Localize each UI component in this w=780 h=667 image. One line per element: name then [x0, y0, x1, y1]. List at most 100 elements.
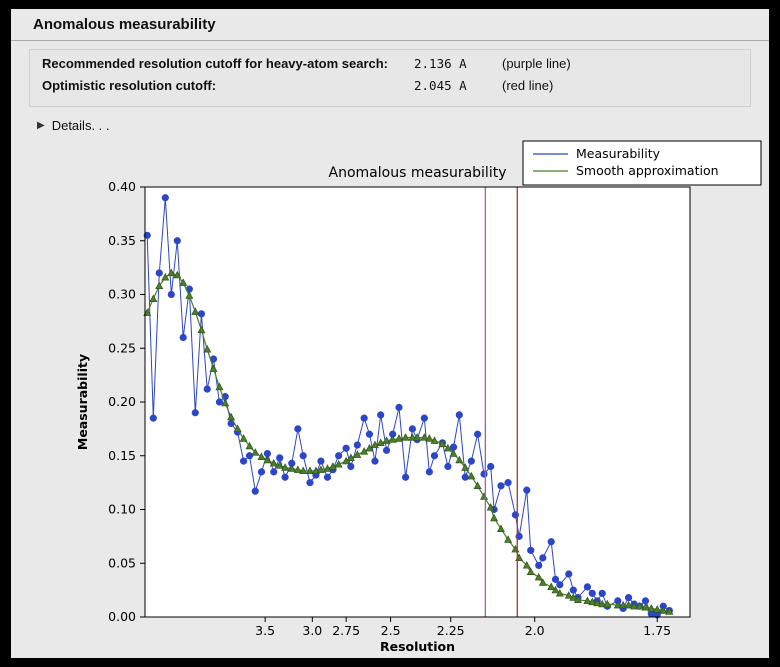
- details-disclosure[interactable]: ▶ Details. . .: [37, 115, 769, 135]
- data-point-triangle: [167, 268, 176, 277]
- data-point-triangle: [173, 270, 182, 279]
- data-point-circle: [461, 473, 469, 481]
- data-point-circle: [173, 237, 181, 245]
- data-point-triangle: [334, 460, 343, 468]
- data-point-circle: [317, 457, 325, 465]
- chart-title: Anomalous measurability: [329, 165, 507, 181]
- data-point-circle: [455, 411, 463, 419]
- data-point-circle: [347, 462, 355, 471]
- y-tick-label: 0.15: [108, 448, 136, 463]
- chart-figure: 3.5 3.0 2.75 2.5 2.25 2.0 1.75 0.00 0.05 0.10 0.15…: [30, 137, 769, 657]
- data-point-circle: [299, 452, 307, 460]
- data-point-triangle: [413, 433, 422, 441]
- optimistic-cutoff-label: Optimistic resolution cutoff:: [42, 78, 217, 93]
- data-point-triangle: [149, 294, 158, 302]
- data-point-circle: [401, 473, 410, 481]
- data-point-circle: [371, 457, 379, 465]
- data-point-triangle: [551, 585, 560, 594]
- data-point-triangle: [653, 605, 662, 613]
- data-point-triangle: [293, 465, 302, 473]
- data-point-triangle: [564, 591, 573, 599]
- disclosure-triangle-icon: ▶: [37, 119, 45, 131]
- data-point-triangle: [647, 604, 656, 612]
- x-tick-label: 3.0: [302, 623, 322, 638]
- data-point-circle: [239, 457, 248, 465]
- data-point-triangle: [382, 436, 391, 444]
- data-point-triangle: [461, 463, 470, 471]
- data-point-triangle: [209, 364, 218, 372]
- data-point-triangle: [420, 433, 429, 441]
- data-point-triangle: [305, 466, 314, 474]
- data-point-triangle: [467, 471, 476, 480]
- legend: Measurability Smooth approximation: [522, 140, 762, 186]
- data-point-circle: [281, 473, 289, 481]
- data-point-circle: [480, 470, 488, 478]
- data-point-triangle: [443, 443, 452, 452]
- data-point-triangle: [538, 578, 547, 586]
- data-point-triangle: [191, 307, 200, 315]
- data-point-circle: [425, 468, 433, 476]
- data-point-circle: [342, 444, 350, 452]
- data-point-triangle: [376, 438, 385, 446]
- data-point-circle: [420, 414, 428, 422]
- data-point-circle: [203, 385, 211, 393]
- x-tick-label: 1.75: [643, 623, 671, 638]
- data-point-triangle: [593, 598, 602, 607]
- data-point-circle: [276, 454, 284, 462]
- data-point-triangle: [251, 448, 260, 456]
- data-point-circle: [569, 586, 577, 594]
- data-point-triangle: [316, 465, 325, 473]
- data-point-circle: [539, 554, 547, 562]
- data-point-triangle: [197, 325, 206, 334]
- data-point-circle: [365, 430, 374, 438]
- data-point-circle: [473, 430, 482, 438]
- data-point-triangle: [613, 600, 622, 609]
- data-point-circle: [467, 457, 475, 465]
- data-point-triangle: [619, 600, 628, 609]
- panel-anomalous-measurability: Anomalous measurability Recommended reso…: [11, 9, 769, 658]
- recommended-cutoff-row: Recommended resolution cutoff for heavy-…: [42, 56, 738, 78]
- data-point-triangle: [299, 466, 308, 474]
- data-point-triangle: [659, 606, 668, 614]
- y-axis-label: Measurability: [75, 354, 90, 450]
- data-point-triangle: [588, 597, 597, 606]
- data-point-triangle: [665, 607, 674, 615]
- data-point-triangle: [323, 464, 332, 472]
- data-point-circle: [149, 414, 157, 422]
- data-point-triangle: [179, 278, 188, 286]
- data-point-triangle: [555, 589, 564, 597]
- data-point-circle: [251, 487, 259, 495]
- data-point-triangle: [388, 435, 397, 443]
- data-point-circle: [624, 594, 633, 602]
- data-point-circle: [556, 581, 564, 589]
- data-point-circle: [430, 452, 439, 460]
- data-point-triangle: [635, 601, 644, 610]
- data-point-triangle: [275, 461, 284, 469]
- x-tick-label: 2.25: [437, 623, 465, 638]
- data-point-triangle: [401, 433, 410, 441]
- data-point-triangle: [239, 434, 248, 442]
- series-line: [146, 197, 670, 616]
- y-tick-label: 0.40: [108, 179, 136, 194]
- data-point-triangle: [630, 601, 639, 610]
- data-point-triangle: [346, 453, 355, 462]
- data-point-triangle: [328, 462, 337, 470]
- data-point-circle: [191, 409, 199, 417]
- y-tick-label: 0.35: [108, 233, 136, 248]
- data-point-triangle: [269, 458, 278, 467]
- data-point-triangle: [624, 600, 633, 609]
- data-point-circle: [583, 583, 592, 591]
- data-point-triangle: [185, 291, 194, 299]
- legend-label: Smooth approximation: [576, 163, 719, 178]
- cutoff-lines: [484, 187, 518, 617]
- data-point-circle: [179, 333, 187, 342]
- recommended-cutoff-value: 2.136 A: [414, 56, 467, 71]
- cutoff-info-panel: Recommended resolution cutoff for heavy-…: [29, 49, 751, 107]
- data-point-circle: [395, 403, 403, 411]
- y-tick-label: 0.30: [108, 287, 136, 302]
- data-point-triangle: [227, 412, 236, 421]
- optimistic-cutoff-row: Optimistic resolution cutoff: 2.045 A (r…: [42, 78, 738, 100]
- data-point-circle: [551, 575, 560, 583]
- data-point-triangle: [353, 450, 362, 458]
- data-point-circle: [323, 473, 332, 481]
